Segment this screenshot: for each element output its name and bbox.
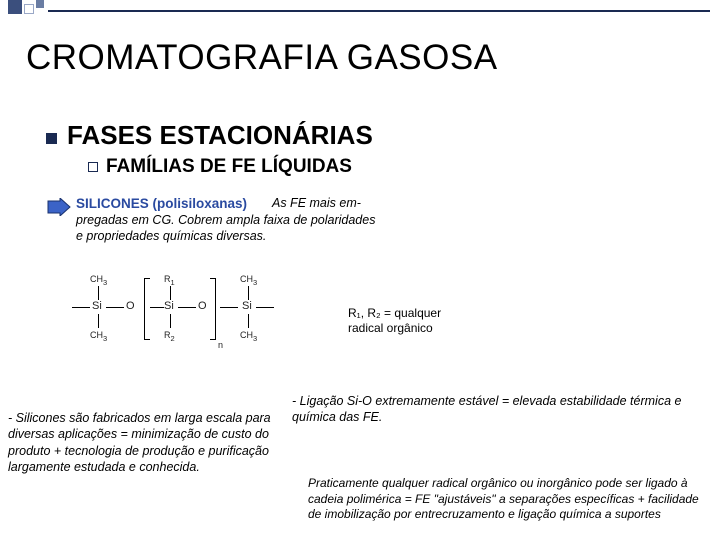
- decor-square: [8, 0, 22, 14]
- page-title: CROMATOGRAFIA GASOSA: [26, 38, 498, 78]
- paragraph-left: - Silicones são fabricados em larga esca…: [8, 410, 308, 475]
- chem-r2: R2: [164, 330, 175, 343]
- chem-bond: [98, 314, 99, 328]
- chem-note-line1: R₁, R₂ = qualquer: [348, 306, 441, 321]
- chem-bond: [150, 307, 164, 308]
- decor-underline: [48, 10, 710, 12]
- chem-si: Si: [242, 300, 252, 312]
- decor-square: [24, 4, 34, 14]
- chem-bond: [170, 286, 171, 300]
- heading-level1: FASES ESTACIONÁRIAS: [46, 120, 373, 151]
- chem-note: R₁, R₂ = qualquer radical orgânico: [348, 306, 441, 336]
- decor-square: [36, 0, 44, 8]
- chem-bond: [106, 307, 124, 308]
- chem-si: Si: [92, 300, 102, 312]
- chem-ch3: CH3: [90, 274, 107, 287]
- chem-bond: [72, 307, 90, 308]
- silicones-body-inline: As FE mais em-: [272, 196, 512, 212]
- chem-bond: [98, 286, 99, 300]
- heading-text: FASES ESTACIONÁRIAS: [67, 120, 373, 150]
- chem-si: Si: [164, 300, 174, 312]
- chem-bond: [170, 314, 171, 328]
- silicones-heading: SILICONES (polisiloxanas): [76, 196, 247, 211]
- bullet-hollow-square-icon: [88, 162, 98, 172]
- chem-bond: [220, 307, 238, 308]
- subheading-text: FAMÍLIAS DE FE LÍQUIDAS: [106, 156, 352, 177]
- silicones-body-wrap: pregadas em CG. Cobrem ampla faixa de po…: [76, 213, 376, 244]
- bracket-right: [210, 278, 216, 340]
- chem-o: O: [126, 300, 135, 312]
- chem-ch3: CH3: [90, 330, 107, 343]
- chem-subscript-n: n: [218, 340, 223, 350]
- heading-level2: FAMÍLIAS DE FE LÍQUIDAS: [88, 156, 352, 178]
- chem-note-line2: radical orgânico: [348, 321, 441, 336]
- chem-bond: [248, 314, 249, 328]
- chem-ch3: CH3: [240, 274, 257, 287]
- chem-ch3: CH3: [240, 330, 257, 343]
- chem-r1: R1: [164, 274, 175, 287]
- chem-bond: [256, 307, 274, 308]
- bracket-left: [144, 278, 150, 340]
- chem-o: O: [198, 300, 207, 312]
- arrow-bullet-icon: [46, 198, 72, 221]
- chem-bond: [248, 286, 249, 300]
- bullet-square-icon: [46, 133, 57, 144]
- paragraph-bottom: Praticamente qualquer radical orgânico o…: [308, 476, 708, 523]
- chem-bond: [178, 307, 196, 308]
- paragraph-right: - Ligação Si-O extremamente estável = el…: [292, 394, 702, 425]
- header-decoration: [0, 0, 720, 12]
